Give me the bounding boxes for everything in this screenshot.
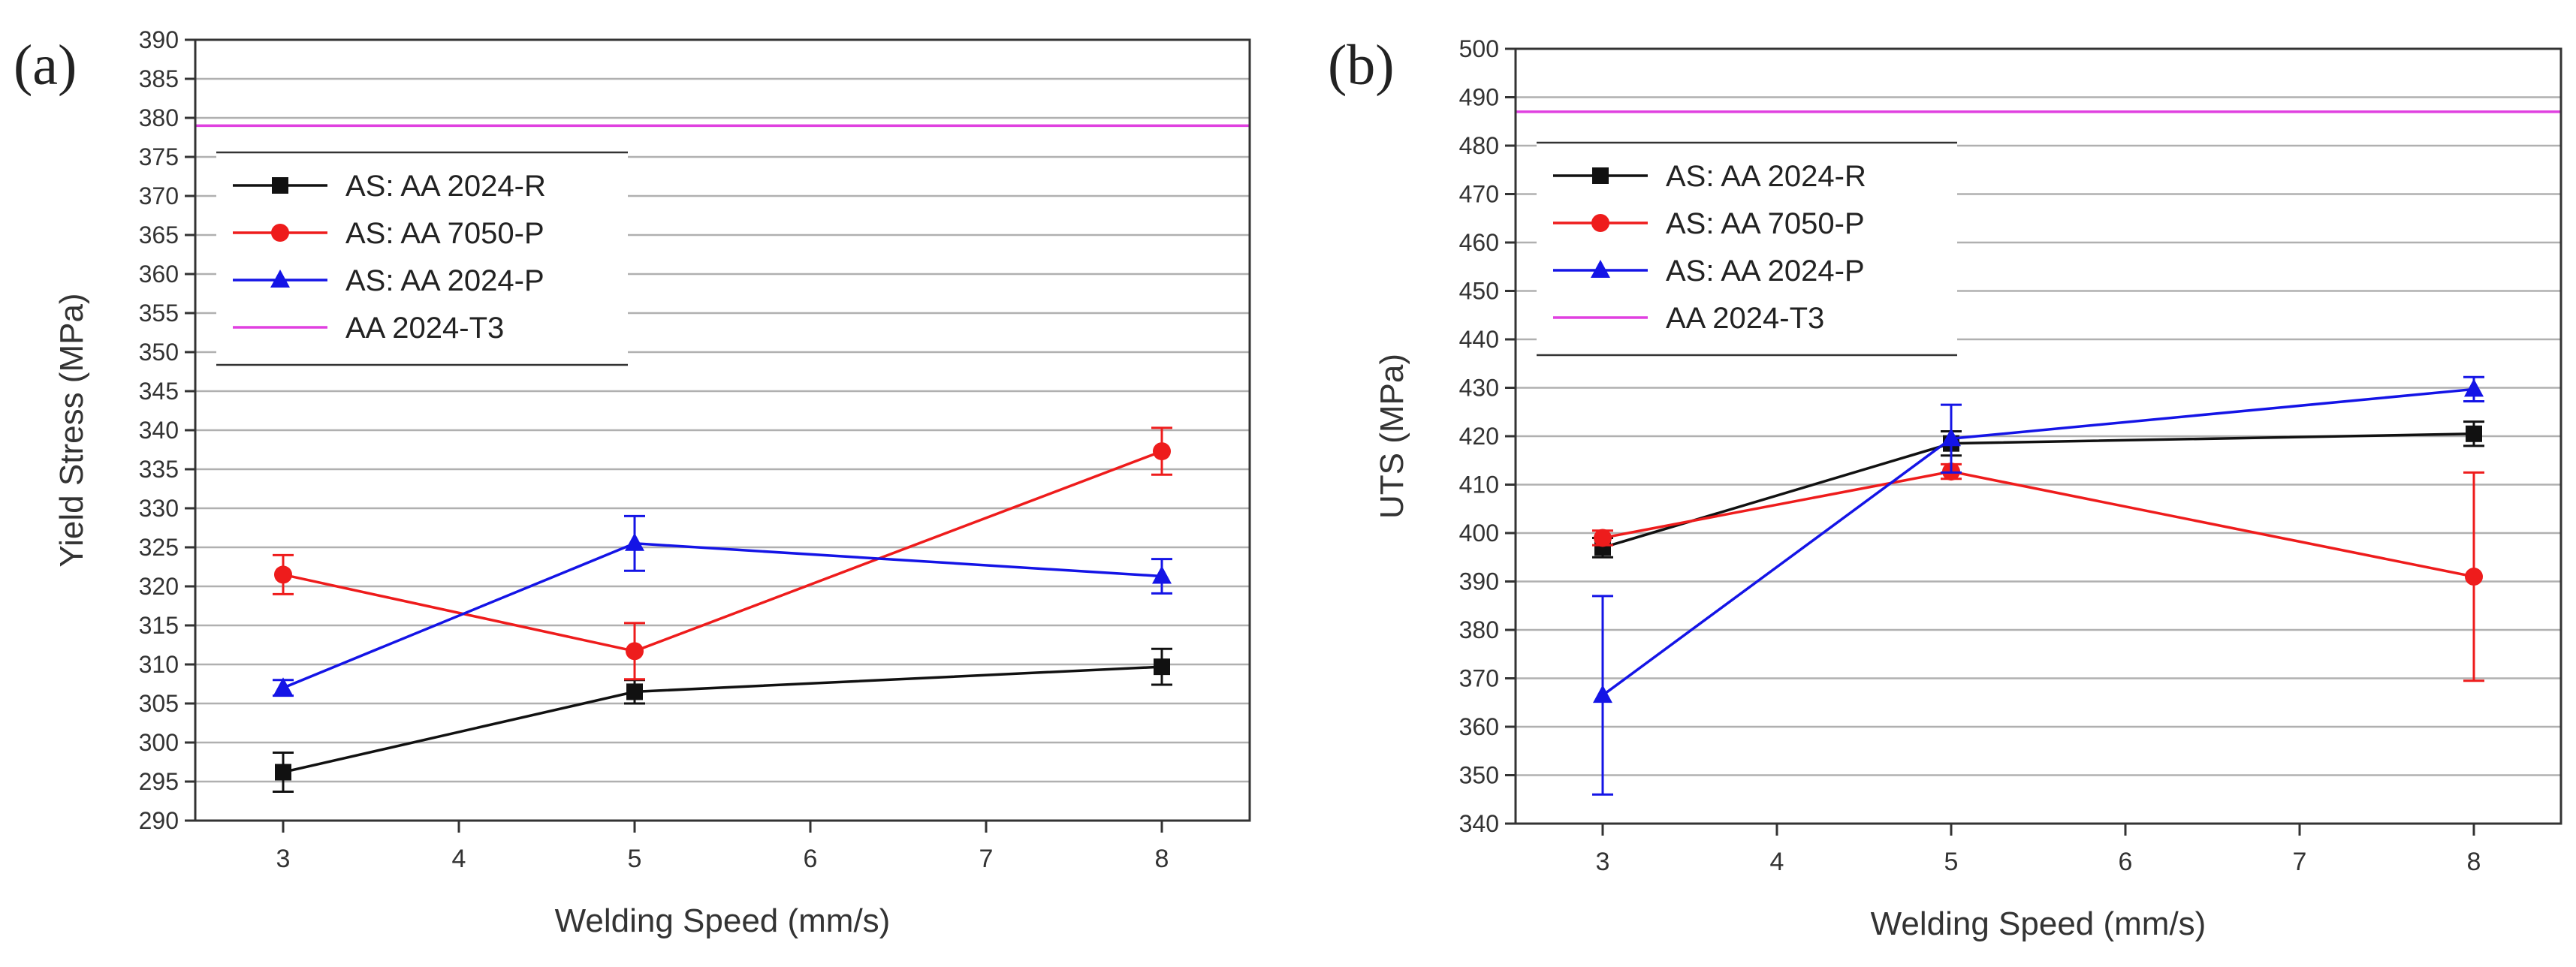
y-tick-label: 355 bbox=[139, 300, 179, 327]
x-tick-label: 6 bbox=[804, 845, 818, 873]
data-point bbox=[1154, 658, 1170, 676]
y-tick-label: 350 bbox=[139, 339, 179, 366]
x-tick-label: 5 bbox=[628, 845, 642, 873]
plot-frame bbox=[194, 38, 1251, 822]
data-point bbox=[274, 565, 292, 584]
data-point bbox=[2464, 378, 2484, 397]
data-point bbox=[626, 642, 644, 661]
x-tick-label: 4 bbox=[1770, 848, 1784, 876]
data-point bbox=[1941, 428, 1961, 447]
series-line-0 bbox=[282, 665, 1163, 774]
data-point bbox=[625, 532, 644, 551]
y-tick-label: 500 bbox=[1459, 35, 1499, 62]
x-axis-title: Welding Speed (mm/s) bbox=[1871, 905, 2206, 942]
y-tick-label: 340 bbox=[139, 417, 179, 444]
legend-entry-label: AA 2024-T3 bbox=[1666, 302, 1824, 335]
y-tick-label: 310 bbox=[139, 651, 179, 678]
legend-swatch-marker bbox=[271, 224, 289, 242]
y-tick-label: 380 bbox=[139, 104, 179, 131]
data-point bbox=[1593, 685, 1612, 703]
y-tick-label: 420 bbox=[1459, 423, 1499, 450]
x-axis-title: Welding Speed (mm/s) bbox=[555, 902, 891, 939]
x-tick-label: 3 bbox=[1596, 848, 1610, 876]
plot-frame bbox=[1514, 47, 2562, 825]
data-point bbox=[1594, 529, 1612, 547]
y-tick-label: 470 bbox=[1459, 181, 1499, 208]
y-tick-label: 345 bbox=[139, 378, 179, 405]
legend-swatch-marker bbox=[1591, 214, 1609, 232]
y-tick-label: 385 bbox=[139, 65, 179, 92]
chart-panel-b: (b) 340350360370380390400410420430440450… bbox=[1328, 34, 2562, 942]
series-line-2 bbox=[282, 542, 1163, 689]
panel-label-b: (b) bbox=[1328, 34, 1395, 97]
y-tick-label: 365 bbox=[139, 221, 179, 249]
y-tick-label: 360 bbox=[1459, 713, 1499, 740]
y-axis-title: UTS (MPa) bbox=[1374, 354, 1410, 519]
x-tick-label: 3 bbox=[276, 845, 291, 873]
x-tick-label: 5 bbox=[1944, 848, 1959, 876]
data-point bbox=[626, 683, 643, 700]
y-tick-label: 430 bbox=[1459, 375, 1499, 402]
data-point bbox=[273, 677, 293, 696]
legend-swatch-marker bbox=[1592, 167, 1609, 184]
x-tick-label: 4 bbox=[452, 845, 466, 873]
y-tick-label: 325 bbox=[139, 534, 179, 561]
data-point bbox=[1152, 565, 1172, 584]
series-line-1 bbox=[282, 450, 1163, 653]
y-tick-label: 460 bbox=[1459, 229, 1499, 256]
y-tick-label: 440 bbox=[1459, 326, 1499, 353]
y-tick-label: 300 bbox=[139, 729, 179, 756]
series-line-1 bbox=[1602, 470, 2475, 578]
panel-label-a: (a) bbox=[14, 34, 77, 97]
y-tick-label: 400 bbox=[1459, 520, 1499, 547]
x-tick-label: 7 bbox=[979, 845, 994, 873]
legend-swatch-marker bbox=[270, 270, 290, 288]
y-axis-title: Yield Stress (MPa) bbox=[53, 293, 90, 567]
legend-entry-label: AS: AA 2024-P bbox=[345, 264, 544, 297]
y-tick-label: 340 bbox=[1459, 810, 1499, 837]
series-line-0 bbox=[1602, 432, 2475, 550]
y-tick-label: 380 bbox=[1459, 616, 1499, 643]
x-tick-label: 7 bbox=[2293, 848, 2307, 876]
y-tick-label: 315 bbox=[139, 612, 179, 639]
y-tick-label: 375 bbox=[139, 143, 179, 170]
y-tick-label: 450 bbox=[1459, 278, 1499, 305]
y-tick-label: 360 bbox=[139, 261, 179, 288]
legend-entry-label: AS: AA 2024-P bbox=[1666, 255, 1865, 288]
legend-entry-label: AS: AA 2024-R bbox=[345, 170, 546, 203]
legend-swatch-marker bbox=[272, 177, 288, 194]
y-tick-label: 320 bbox=[139, 573, 179, 600]
legend-entry-label: AA 2024-T3 bbox=[345, 312, 504, 345]
legend-entry-label: AS: AA 2024-R bbox=[1666, 160, 1866, 193]
y-tick-label: 290 bbox=[139, 807, 179, 834]
y-tick-label: 350 bbox=[1459, 762, 1499, 789]
y-tick-label: 410 bbox=[1459, 471, 1499, 499]
y-tick-label: 335 bbox=[139, 456, 179, 483]
y-tick-label: 330 bbox=[139, 495, 179, 522]
legend-entry-label: AS: AA 7050-P bbox=[1666, 207, 1865, 240]
data-point bbox=[275, 764, 291, 781]
y-tick-label: 480 bbox=[1459, 132, 1499, 159]
y-tick-label: 370 bbox=[1459, 665, 1499, 692]
y-tick-label: 490 bbox=[1459, 84, 1499, 111]
y-tick-label: 390 bbox=[139, 26, 179, 53]
y-tick-label: 305 bbox=[139, 690, 179, 717]
data-point bbox=[1153, 442, 1171, 461]
data-point bbox=[2466, 425, 2482, 442]
legend-entry-label: AS: AA 7050-P bbox=[345, 217, 544, 250]
y-tick-label: 370 bbox=[139, 182, 179, 209]
data-point bbox=[2465, 568, 2483, 586]
y-tick-label: 390 bbox=[1459, 568, 1499, 595]
y-tick-label: 295 bbox=[139, 768, 179, 795]
chart-panel-a: (a) 290295300305310315320325330335340345… bbox=[14, 26, 1251, 939]
x-tick-label: 8 bbox=[1155, 845, 1169, 873]
x-tick-label: 6 bbox=[2119, 848, 2133, 876]
x-tick-label: 8 bbox=[2467, 848, 2481, 876]
legend-swatch-marker bbox=[1591, 260, 1610, 278]
